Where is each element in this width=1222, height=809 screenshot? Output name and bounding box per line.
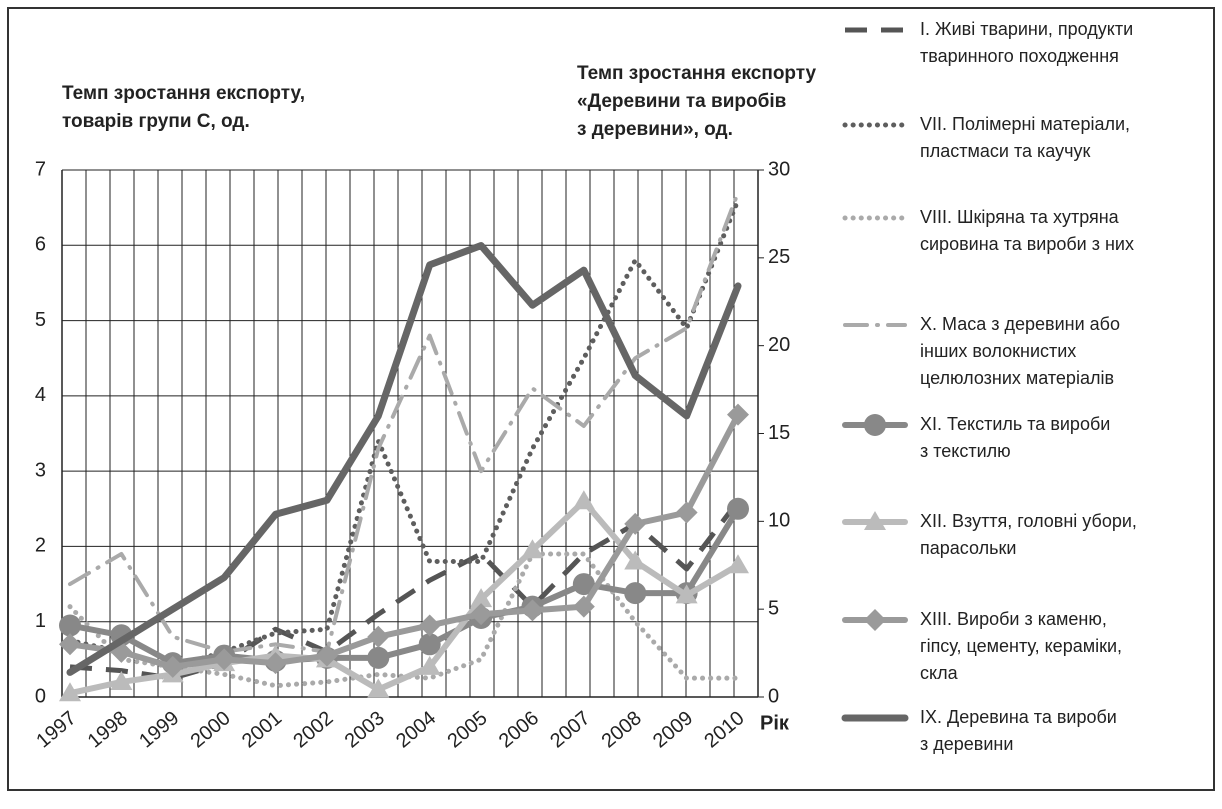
y2-tick-label: 10 bbox=[768, 510, 790, 532]
x-tick-label: 2007 bbox=[546, 707, 594, 752]
y2-tick-label: 0 bbox=[768, 685, 779, 707]
marker bbox=[521, 539, 544, 559]
legend-label: I. Живі тварини, продукти тваринного пох… bbox=[920, 19, 1134, 66]
marker bbox=[727, 554, 749, 574]
marker bbox=[470, 588, 493, 608]
y-tick-label: 4 bbox=[35, 384, 46, 406]
marker bbox=[572, 573, 595, 596]
legend-marker bbox=[864, 414, 886, 436]
marker bbox=[59, 682, 81, 702]
marker bbox=[367, 646, 390, 669]
marker bbox=[315, 644, 338, 667]
x-tick-label: 2000 bbox=[187, 707, 235, 752]
x-tick-label: 2004 bbox=[392, 707, 440, 752]
legend-label: VIII. Шкіряна та хутряна сировина та вир… bbox=[920, 207, 1134, 254]
legend-label: XI. Текстиль та вироби з текстилю bbox=[920, 414, 1111, 461]
marker bbox=[418, 655, 441, 675]
y2-tick-label: 5 bbox=[768, 597, 779, 619]
y2-tick-label: 15 bbox=[768, 422, 790, 444]
series-line bbox=[69, 499, 740, 681]
marker bbox=[367, 678, 390, 698]
y2-tick-label: 30 bbox=[768, 158, 790, 180]
marker bbox=[418, 633, 441, 656]
y-tick-label: 5 bbox=[35, 309, 46, 331]
x-tick-label: 2002 bbox=[289, 707, 337, 752]
legend-label: X. Маса з деревини або інших волокнистих… bbox=[920, 314, 1120, 388]
x-tick-label: 2006 bbox=[495, 707, 543, 752]
legend-label: XIII. Вироби з каменю, гіпсу, цементу, к… bbox=[920, 609, 1123, 683]
marker bbox=[59, 614, 81, 637]
y-tick-label: 1 bbox=[35, 610, 46, 632]
marker bbox=[521, 599, 544, 622]
marker bbox=[59, 633, 81, 656]
legend-label: VII. Полімерні матеріали, пластмаси та к… bbox=[920, 114, 1131, 161]
y-tick-label: 6 bbox=[35, 234, 46, 256]
marker bbox=[110, 670, 133, 690]
legend-marker bbox=[864, 511, 886, 530]
y-tick-label: 0 bbox=[35, 685, 46, 707]
x-tick-label: 2003 bbox=[341, 707, 389, 752]
marker bbox=[624, 582, 647, 605]
y2-axis-label: Темп зростання експорту «Деревини та вир… bbox=[577, 63, 817, 140]
y-axis-label: Темп зростання експорту, товарів групи С… bbox=[62, 83, 305, 132]
y-tick-label: 7 bbox=[35, 158, 46, 180]
marker bbox=[727, 403, 749, 426]
marker bbox=[572, 595, 595, 618]
marker bbox=[675, 501, 698, 524]
x-axis-label: Рік bbox=[760, 712, 790, 734]
marker bbox=[624, 550, 647, 570]
x-tick-label: 1999 bbox=[135, 707, 183, 752]
marker bbox=[470, 603, 493, 626]
x-tick-label: 2010 bbox=[700, 707, 748, 752]
marker bbox=[264, 652, 287, 675]
series-line bbox=[66, 242, 742, 676]
x-tick-label: 1998 bbox=[84, 707, 132, 752]
marker bbox=[727, 497, 749, 520]
marker bbox=[675, 584, 698, 604]
x-tick-label: 2001 bbox=[238, 707, 286, 752]
marker bbox=[624, 512, 647, 535]
x-tick-label: 2005 bbox=[443, 707, 491, 752]
x-tick-label: 2008 bbox=[598, 707, 646, 752]
marker bbox=[161, 655, 184, 678]
x-tick-label: 1997 bbox=[32, 707, 80, 752]
series-line bbox=[67, 551, 741, 689]
legend-marker bbox=[864, 609, 886, 631]
marker bbox=[213, 648, 236, 671]
y-tick-label: 3 bbox=[35, 459, 46, 481]
marker bbox=[572, 490, 595, 510]
legend-label: IX. Деревина та вироби з деревини bbox=[920, 707, 1117, 754]
x-tick-label: 2009 bbox=[649, 707, 697, 752]
legend-label: XII. Взуття, головні убори, парасольки bbox=[920, 511, 1137, 558]
y-tick-label: 2 bbox=[35, 535, 46, 557]
marker bbox=[367, 625, 390, 648]
y2-tick-label: 25 bbox=[768, 246, 790, 268]
y2-tick-label: 20 bbox=[768, 334, 790, 356]
frame bbox=[7, 7, 1215, 791]
marker bbox=[418, 614, 441, 637]
series-line bbox=[67, 498, 741, 697]
